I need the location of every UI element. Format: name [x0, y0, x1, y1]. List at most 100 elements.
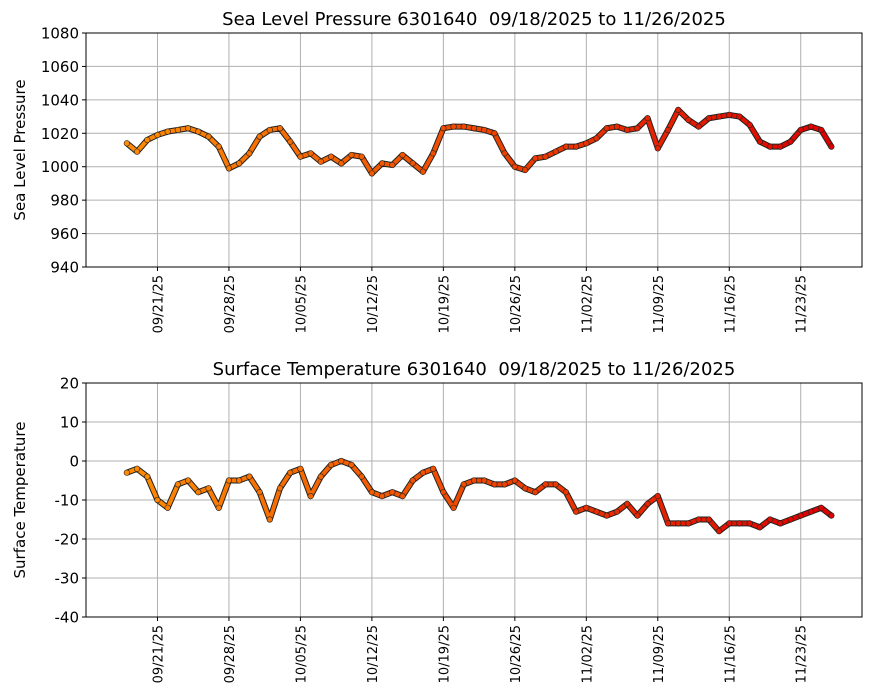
data-point [164, 128, 171, 135]
data-point [399, 151, 406, 159]
data-point [440, 489, 447, 496]
y-tick-label: 960 [50, 225, 79, 243]
data-point [327, 153, 335, 160]
y-tick-label: -30 [55, 570, 80, 588]
data-point [246, 473, 253, 480]
data-point [491, 481, 498, 488]
data-point [389, 489, 396, 496]
data-point [358, 153, 365, 160]
data-point [419, 168, 427, 175]
x-tick-label: 11/23/25 [795, 625, 810, 683]
plot-frame [85, 382, 863, 618]
data-point [644, 115, 651, 122]
data-point [573, 143, 580, 150]
data-point [246, 150, 253, 157]
data-point [307, 150, 314, 157]
data-point [603, 125, 610, 132]
data-point [379, 160, 386, 167]
data-point [470, 125, 478, 132]
data-point [256, 133, 263, 140]
data-point [807, 508, 815, 515]
data-point [746, 121, 753, 129]
data-point [501, 481, 508, 488]
data-point [389, 161, 396, 169]
data-point [736, 113, 743, 120]
data-point [654, 493, 661, 500]
x-tick-label: 10/26/25 [509, 275, 524, 333]
data-point [521, 166, 529, 174]
data-point [634, 125, 641, 132]
x-tick-label: 11/02/25 [580, 275, 595, 333]
y-tick-label: -10 [55, 492, 80, 510]
data-point [807, 123, 815, 130]
y-tick-label: 1060 [41, 58, 79, 76]
data-point [481, 477, 488, 484]
chart-title: Sea Level Pressure 6301640 09/18/2025 to… [222, 9, 726, 30]
data-point [654, 145, 661, 152]
data-point [511, 163, 518, 170]
data-point [144, 473, 151, 480]
data-point [287, 469, 294, 476]
data-point [715, 113, 723, 120]
data-point [634, 512, 641, 519]
data-point [552, 148, 559, 155]
data-point [123, 469, 130, 476]
data-point [317, 473, 324, 480]
x-tick-label: 09/28/25 [223, 625, 238, 683]
data-point [562, 489, 569, 496]
data-point [123, 140, 130, 147]
data-point [164, 504, 171, 511]
x-tick-label: 10/19/25 [437, 275, 452, 333]
data-point [777, 143, 784, 150]
data-point [705, 115, 712, 122]
x-tick-label: 10/05/25 [294, 275, 309, 333]
plot-frame [85, 32, 863, 268]
data-point [491, 130, 498, 137]
data-point [409, 160, 416, 167]
data-point [481, 126, 488, 134]
data-point [225, 165, 233, 172]
y-tick-label: 1080 [41, 25, 79, 43]
data-point [818, 504, 825, 511]
data-point [430, 465, 437, 472]
data-line-fill [126, 459, 833, 534]
data-point [470, 477, 478, 484]
data-point [440, 125, 447, 132]
data-point [215, 504, 222, 511]
data-point [266, 516, 273, 523]
data-point [542, 153, 549, 160]
y-tick-label: 940 [50, 259, 79, 277]
y-axis-label: Surface Temperature [11, 422, 29, 579]
data-point [562, 143, 569, 150]
data-point [185, 477, 192, 484]
data-point [236, 477, 243, 484]
data-point [767, 143, 774, 150]
data-point [133, 465, 141, 472]
data-point [777, 520, 784, 527]
x-tick-label: 11/02/25 [580, 625, 595, 683]
data-point [767, 516, 774, 523]
data-point [348, 461, 355, 469]
data-point [276, 125, 284, 132]
x-tick-label: 09/21/25 [151, 625, 166, 683]
data-point [787, 516, 794, 523]
data-point [195, 128, 202, 135]
y-tick-label: 20 [60, 375, 79, 393]
data-point [317, 158, 324, 165]
data-point [573, 508, 580, 515]
data-point [379, 493, 386, 500]
y-tick-label: -40 [55, 609, 80, 627]
data-point [828, 512, 835, 519]
x-tick-label: 10/26/25 [509, 625, 524, 683]
data-point [644, 500, 651, 508]
data-point [450, 123, 457, 130]
data-point [532, 489, 539, 496]
data-point [195, 489, 202, 496]
data-point [818, 126, 825, 134]
x-tick-label: 09/21/25 [151, 275, 166, 333]
y-tick-label: 0 [69, 453, 79, 471]
data-point [338, 160, 345, 167]
data-point [828, 143, 835, 150]
data-point [501, 150, 508, 157]
data-point [368, 170, 375, 177]
